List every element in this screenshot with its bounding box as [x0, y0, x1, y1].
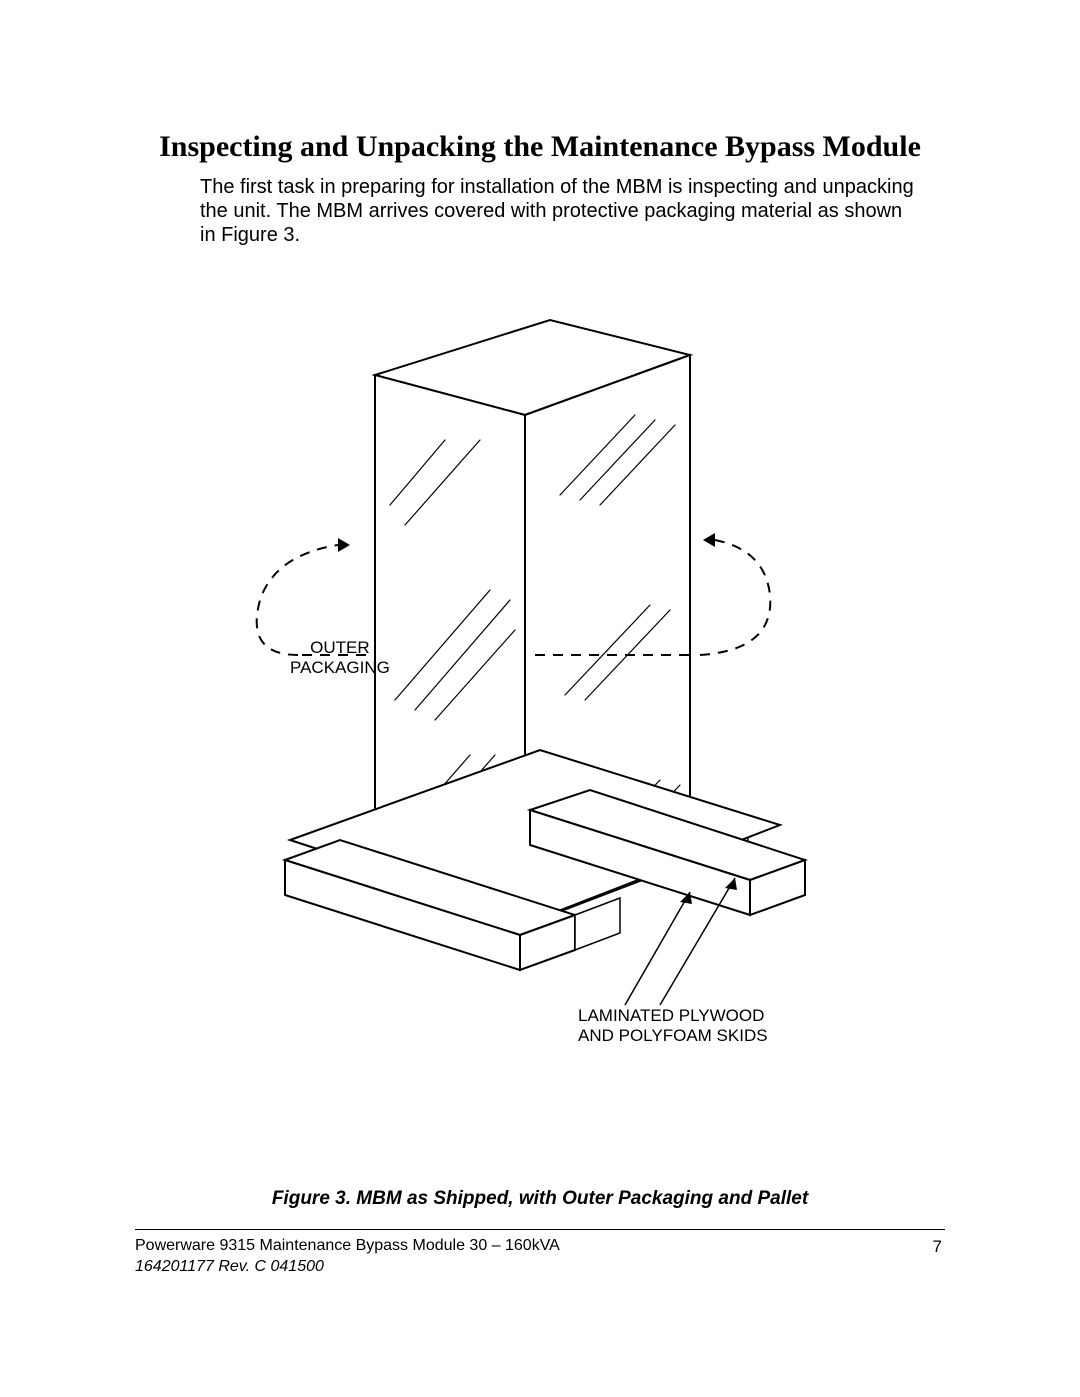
body-paragraph: The first task in preparing for installa… [200, 175, 920, 247]
footer-rule [135, 1229, 945, 1230]
page-title: Inspecting and Unpacking the Maintenance… [0, 130, 1080, 164]
packaging-diagram [190, 280, 890, 1110]
label-skids: LAMINATED PLYWOOD AND POLYFOAM SKIDS [578, 1006, 768, 1047]
label-line: AND POLYFOAM SKIDS [578, 1026, 768, 1045]
label-line: LAMINATED PLYWOOD [578, 1006, 764, 1025]
page-number: 7 [933, 1237, 942, 1257]
footer-text-1: Powerware 9315 Maintenance Bypass Module… [135, 1237, 560, 1255]
document-page: Inspecting and Unpacking the Maintenance… [0, 0, 1080, 1397]
label-outer-packaging: OUTER PACKAGING [290, 638, 390, 679]
footer-text-2: 164201177 Rev. C 041500 [135, 1258, 324, 1276]
label-line: OUTER [310, 638, 370, 657]
figure-3: OUTER PACKAGING LAMINATED PLYWOOD AND PO… [190, 280, 890, 1110]
label-line: PACKAGING [290, 658, 390, 677]
figure-caption: Figure 3. MBM as Shipped, with Outer Pac… [0, 1188, 1080, 1210]
